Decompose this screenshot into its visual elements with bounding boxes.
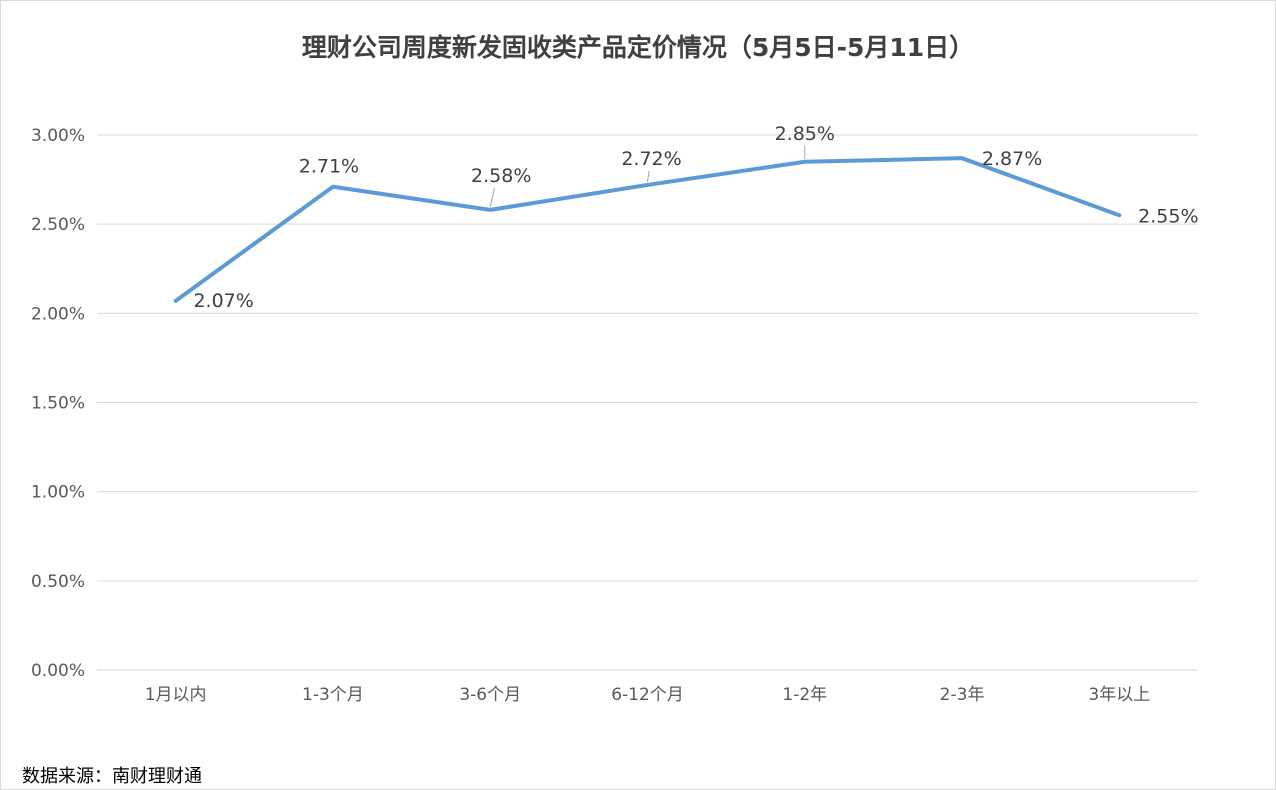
- data-label-leader: [647, 170, 650, 183]
- source-note: 数据来源：南财理财通: [22, 766, 202, 787]
- y-tick-label: 2.50%: [31, 215, 85, 235]
- series-line: [173, 156, 1122, 303]
- data-labels: 2.07% 2.71% 2.58% 2.72% 2.85% 2.87% 2.55%: [193, 123, 1198, 312]
- data-label: 2.85%: [775, 123, 835, 145]
- x-tick-label: 3年以上: [1088, 685, 1150, 705]
- x-tick-label: 6-12个月: [611, 685, 684, 705]
- y-tick-label: 1.50%: [31, 394, 85, 414]
- y-tick-label: 2.00%: [31, 304, 85, 324]
- x-tick-label: 1月以内: [145, 685, 207, 705]
- y-tick-label: 0.00%: [31, 661, 85, 681]
- data-label: 2.55%: [1138, 205, 1198, 227]
- y-axis-tick-labels: 0.00% 0.50% 1.00% 1.50% 2.00% 2.50% 3.00%: [31, 126, 85, 681]
- data-label: 2.72%: [621, 148, 681, 170]
- y-tick-label: 3.00%: [31, 126, 85, 146]
- x-tick-label: 1-2年: [782, 685, 827, 705]
- series-line-group: [173, 156, 1122, 303]
- data-label: 2.87%: [982, 148, 1042, 170]
- chart-title: 理财公司周度新发固收类产品定价情况（5月5日-5月11日）: [301, 33, 975, 62]
- y-tick-label: 1.00%: [31, 483, 85, 503]
- x-tick-label: 1-3个月: [302, 685, 364, 705]
- data-label: 2.71%: [299, 156, 359, 178]
- data-label-leader: [489, 187, 496, 208]
- x-tick-label: 3-6个月: [459, 685, 521, 705]
- gridlines: [97, 134, 1198, 671]
- x-tick-label: 2-3年: [940, 685, 985, 705]
- data-label: 2.07%: [193, 290, 253, 312]
- x-axis-tick-labels: 1月以内 1-3个月 3-6个月 6-12个月 1-2年 2-3年 3年以上: [145, 685, 1151, 705]
- data-label: 2.58%: [471, 165, 531, 187]
- y-tick-label: 0.50%: [31, 572, 85, 592]
